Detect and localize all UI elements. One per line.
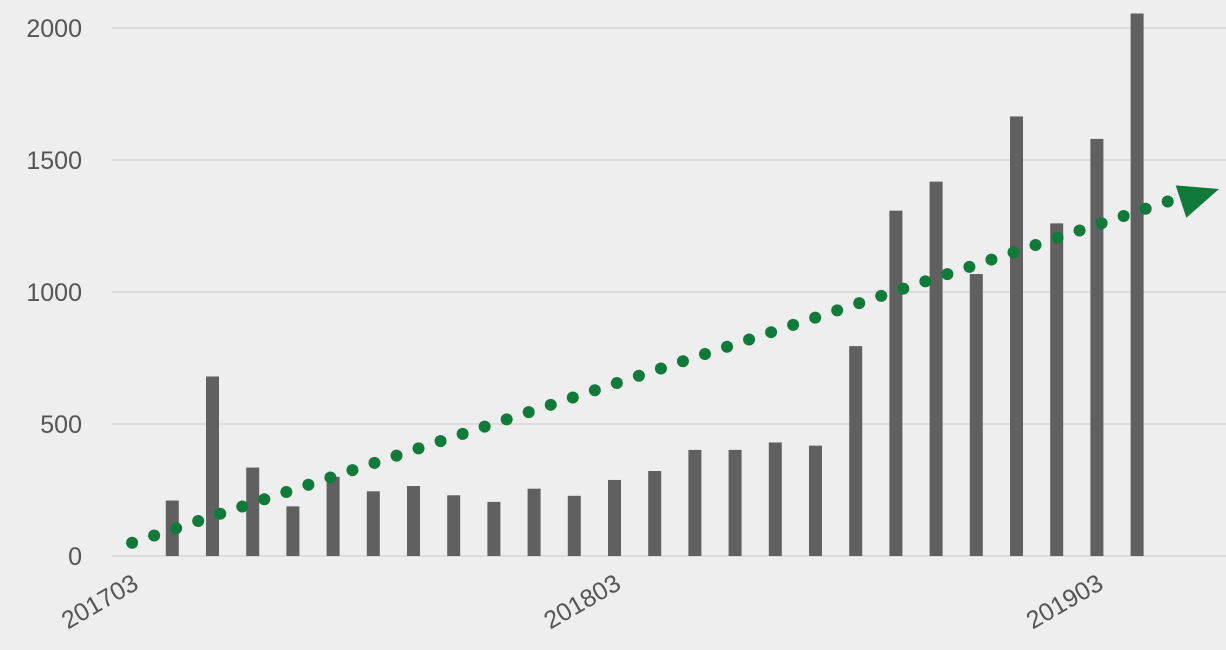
bar-201903 [1090,138,1104,556]
trend-dot [192,515,205,528]
trend-dot [236,500,249,513]
trend-dot [280,485,293,498]
trend-dot [258,493,271,506]
trend-dot [1117,209,1130,222]
bar-201804 [648,470,662,556]
y-axis-tick-labels: 0 500 1000 1500 2000 [26,15,82,571]
gridlines [112,27,1226,557]
bar-201711 [447,495,461,556]
trend-dot [963,260,976,273]
trend-dot [1073,224,1086,237]
trend-dot [478,420,491,433]
bar-201811 [929,181,943,556]
trend-dot [170,522,183,535]
trend-dot [919,275,932,288]
x-tick-label: 201903 [1022,569,1108,635]
trend-dot [809,311,822,324]
bar-201902 [1050,223,1064,557]
bar-201806 [728,449,742,556]
trend-dot [1095,217,1108,230]
trend-dot [1139,202,1152,215]
y-tick-label: 500 [40,411,82,439]
trend-dot [566,391,579,404]
x-tick-label: 201703 [57,569,143,635]
trend-dot [588,384,601,397]
trend-arrowhead [1175,185,1219,218]
bar-201706 [246,467,260,556]
bar-series [165,13,1144,557]
bar-201807 [768,442,782,556]
trend-dot [500,413,513,426]
trend-dot [1029,239,1042,252]
trend-dot [412,442,425,455]
bar-201809 [849,346,863,556]
trend-dot [743,333,756,346]
trend-dot [544,398,557,411]
trend-dot [148,529,161,542]
trend-dot [1051,231,1064,244]
trend-dot [941,268,954,281]
bar-201904 [1130,13,1144,557]
bar-201707 [286,506,300,556]
bar-201805 [688,449,702,556]
trend-dot [1161,195,1174,208]
y-tick-label: 1500 [26,147,82,175]
trend-dot [654,362,667,375]
bar-201709 [366,491,380,556]
trend-dot [698,347,711,360]
trend-dot [610,377,623,390]
trend-dot [434,435,447,448]
trend-dot [368,456,381,469]
bar-201705 [206,376,219,556]
bar-201803 [608,479,621,556]
trend-dot [302,478,315,491]
y-tick-label: 1000 [26,279,82,307]
trend-dot [1007,246,1020,259]
y-tick-label: 0 [68,543,82,571]
bar-201801 [527,488,541,556]
trend-dot [456,427,469,440]
y-tick-label: 2000 [26,15,82,43]
trend-dot [346,464,359,477]
trend-dot [897,282,910,295]
trend-arrow [126,185,1219,549]
x-axis-tick-labels: 201703 201803 201903 [57,569,1108,635]
trend-dot [676,355,689,368]
bar-201901 [1010,116,1023,556]
trend-dot [721,340,734,353]
trend-dot [765,326,778,339]
trend-dot [831,304,844,317]
trend-dot [632,369,645,382]
trend-dot [522,406,535,419]
trend-dot [126,536,139,549]
trend-dot [787,318,800,331]
trend-dot [985,253,998,266]
bar-201812 [969,274,983,556]
bar-201708 [326,476,340,556]
bar-201710 [407,486,420,556]
bar-201802 [567,495,581,556]
trend-dot [324,471,337,484]
bar-201712 [487,501,501,556]
x-tick-label: 201803 [539,569,625,635]
bar-201810 [889,210,903,557]
bar-201808 [809,445,822,556]
trend-dot [390,449,403,462]
trend-dot [853,297,866,310]
trend-dot [875,289,888,302]
trend-dot [214,507,227,520]
